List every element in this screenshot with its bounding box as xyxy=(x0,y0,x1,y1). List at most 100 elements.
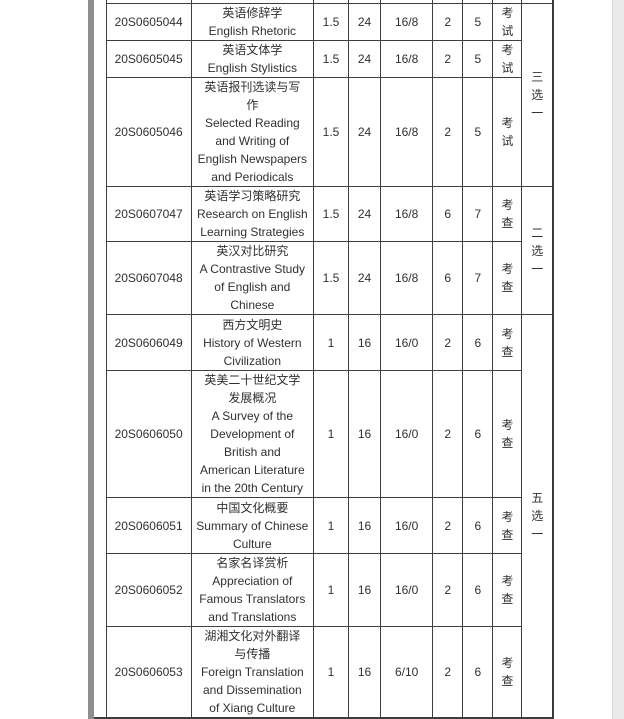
course-row: 20S0606053 湖湘文化对外翻译 与传播 Foreign Translat… xyxy=(91,626,553,719)
credits-cell: 1.5 xyxy=(312,3,350,41)
hours-cell: 24 xyxy=(348,241,382,315)
hours-cell: 24 xyxy=(348,3,382,41)
assessment-label: 考试 xyxy=(501,43,514,75)
semester-cell: 2 xyxy=(432,314,464,371)
course-code-cell: 20S0607048 xyxy=(105,241,192,315)
assessment-cell: 考查 xyxy=(492,370,523,498)
hours-split-cell: 16/8 xyxy=(380,3,434,41)
hours-cell: 16 xyxy=(348,626,382,719)
course-name-cell: 英语学习策略研究 Research on English Learning St… xyxy=(190,186,314,242)
semester-cell: 6 xyxy=(432,186,464,242)
period-cell: 5 xyxy=(462,77,494,187)
period-cell: 6 xyxy=(462,370,494,498)
period-cell: 7 xyxy=(462,241,494,315)
assessment-label: 考查 xyxy=(501,574,514,606)
credits-cell: 1 xyxy=(312,626,350,719)
semester-cell: 2 xyxy=(432,77,464,187)
course-code-cell: 20S0606052 xyxy=(105,553,192,627)
credits-cell: 1 xyxy=(312,497,350,554)
period-cell: 6 xyxy=(462,553,494,627)
assessment-cell: 考查 xyxy=(492,626,523,719)
period-cell: 7 xyxy=(462,186,494,242)
hours-cell: 16 xyxy=(348,497,382,554)
period-cell: 5 xyxy=(462,3,494,41)
credits-cell: 1.5 xyxy=(312,241,350,315)
hours-cell: 24 xyxy=(348,186,382,242)
course-name-cell: 名家名译赏析 Appreciation of Famous Translator… xyxy=(190,553,314,627)
assessment-label: 考查 xyxy=(501,262,514,294)
semester-cell: 2 xyxy=(432,497,464,554)
assessment-label: 考查 xyxy=(501,326,514,359)
assessment-cell: 考查 xyxy=(492,553,523,627)
category-column-cell xyxy=(90,0,107,719)
assessment-cell: 考查 xyxy=(492,186,523,242)
course-name-cell: 英汉对比研究 A Contrastive Study of English an… xyxy=(190,241,314,315)
assessment-cell: 考查 xyxy=(492,241,523,315)
course-row: 20S0606052 名家名译赏析 Appreciation of Famous… xyxy=(91,553,553,627)
group-label: 三选一 xyxy=(531,70,544,120)
semester-cell: 2 xyxy=(432,553,464,627)
course-row: 20S0606049 西方文明史 History of Western Civi… xyxy=(91,314,554,719)
course-table: 20S0605044 英语修辞学 English Rhetoric 1.5 24… xyxy=(88,0,554,719)
assessment-label: 考查 xyxy=(501,198,514,230)
semester-cell: 2 xyxy=(432,3,464,41)
credits-cell: 1.5 xyxy=(312,77,350,187)
assessment-label: 考试 xyxy=(501,116,514,148)
assessment-cell: 考试 xyxy=(492,77,523,187)
course-row: 20S0607047 英语学习策略研究 Research on English … xyxy=(91,186,554,315)
period-cell: 6 xyxy=(462,314,494,371)
course-code-cell: 20S0605046 xyxy=(105,77,192,187)
assessment-cell: 考查 xyxy=(492,314,523,371)
credits-cell: 1 xyxy=(312,314,350,371)
assessment-cell: 考试 xyxy=(492,40,523,78)
page-gutter xyxy=(612,0,624,719)
course-code-cell: 20S0607047 xyxy=(105,186,192,242)
credits-cell: 1.5 xyxy=(312,186,350,242)
hours-split-cell: 16/8 xyxy=(380,40,434,78)
group-cell: 三选一 xyxy=(521,3,554,187)
course-code-cell: 20S0605044 xyxy=(105,3,192,41)
assessment-label: 考查 xyxy=(501,509,514,542)
course-name-cell: 英语报刊选读与写 作 Selected Reading and Writing … xyxy=(190,77,314,187)
course-name-cell: 西方文明史 History of Western Civilization xyxy=(190,314,314,371)
group-cell: 二选一 xyxy=(521,186,554,315)
course-code-cell: 20S0605045 xyxy=(105,40,192,78)
hours-split-cell: 16/0 xyxy=(380,370,434,498)
group-label: 二选一 xyxy=(531,225,544,276)
semester-cell: 2 xyxy=(432,626,464,719)
hours-cell: 16 xyxy=(348,370,382,498)
course-name-cell: 英美二十世纪文学 发展概况 A Survey of the Developmen… xyxy=(190,370,314,498)
course-row: 20S0605046 英语报刊选读与写 作 Selected Reading a… xyxy=(91,77,553,187)
course-row: 20S0606050 英美二十世纪文学 发展概况 A Survey of the… xyxy=(91,370,553,498)
hours-cell: 16 xyxy=(348,314,382,371)
course-name-cell: 英语文体学 English Stylistics xyxy=(190,40,314,78)
course-row: 20S0606051 中国文化概要 Summary of Chinese Cul… xyxy=(91,497,553,554)
course-name-cell: 英语修辞学 English Rhetoric xyxy=(190,3,314,41)
hours-split-cell: 16/8 xyxy=(380,77,434,187)
hours-split-cell: 6/10 xyxy=(380,626,434,719)
course-row: 20S0607048 英汉对比研究 A Contrastive Study of… xyxy=(91,241,553,315)
hours-split-cell: 16/0 xyxy=(380,553,434,627)
course-code-cell: 20S0606051 xyxy=(105,497,192,554)
assessment-label: 考试 xyxy=(501,6,514,38)
hours-split-cell: 16/0 xyxy=(380,314,434,371)
group-cell: 五选一 xyxy=(521,314,554,719)
assessment-cell: 考试 xyxy=(492,3,523,41)
course-code-cell: 20S0606050 xyxy=(105,370,192,498)
credits-cell: 1 xyxy=(312,553,350,627)
assessment-label: 考查 xyxy=(501,418,514,450)
hours-cell: 24 xyxy=(348,77,382,187)
semester-cell: 2 xyxy=(432,40,464,78)
credits-cell: 1.5 xyxy=(312,40,350,78)
credits-cell: 1 xyxy=(312,370,350,498)
semester-cell: 6 xyxy=(432,241,464,315)
assessment-label: 考查 xyxy=(501,656,514,688)
hours-split-cell: 16/8 xyxy=(380,186,434,242)
course-row: 20S0605045 英语文体学 English Stylistics 1.5 … xyxy=(91,40,553,78)
hours-split-cell: 16/8 xyxy=(380,241,434,315)
hours-cell: 24 xyxy=(348,40,382,78)
group-label: 五选一 xyxy=(531,491,544,541)
course-name-cell: 中国文化概要 Summary of Chinese Culture xyxy=(190,497,314,554)
period-cell: 6 xyxy=(462,497,494,554)
